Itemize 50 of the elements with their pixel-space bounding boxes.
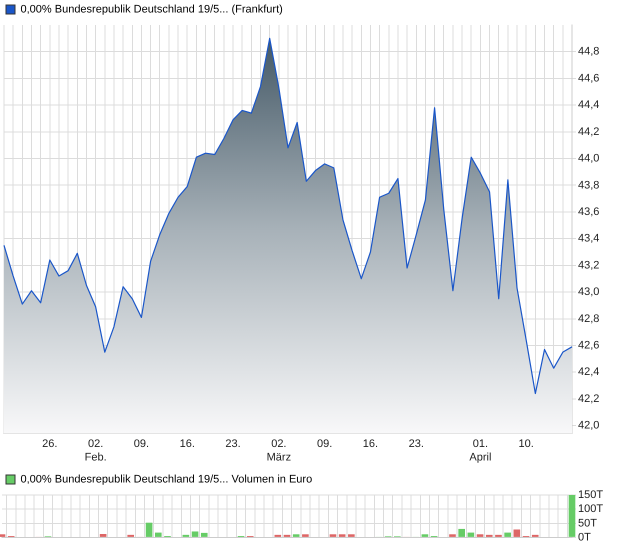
y-tick-label: 44,8: [578, 46, 600, 58]
y-tick-label: 50T: [578, 517, 598, 530]
y-tick-label: 42,2: [578, 392, 600, 405]
bar: [292, 534, 300, 537]
y-tick-label: 0T: [578, 531, 592, 544]
bar: [330, 534, 336, 537]
bar: [146, 522, 152, 537]
y-tick-label: 43,4: [578, 232, 600, 245]
y-tick-label: 43,6: [578, 206, 600, 218]
bar: [458, 528, 465, 537]
bar: [192, 531, 198, 537]
bar: [100, 534, 106, 537]
x-tick-label: 09.: [316, 438, 332, 450]
bar: [0, 534, 6, 537]
x-tick-label: 02. Feb.: [84, 438, 107, 464]
bar: [504, 532, 511, 537]
x-tick-label: 02. März: [266, 438, 292, 464]
x-tick-label: 23.: [408, 438, 424, 450]
y-tick-label: 42,4: [578, 366, 600, 378]
y-tick-label: 43,0: [578, 286, 600, 298]
bar: [302, 534, 309, 537]
y-tick-label: 44,0: [578, 152, 600, 165]
legend-label: 0,00% Bundesrepublik Deutschland 19/5... (Frankfurt): [20, 4, 283, 16]
bar: [154, 532, 162, 537]
y-tick-label: 44,2: [578, 126, 600, 138]
bar: [468, 532, 474, 537]
bar: [200, 532, 208, 537]
x-tick-label: 16.: [180, 438, 195, 450]
x-tick-label: 16.: [362, 438, 378, 450]
bar: [476, 534, 484, 537]
bar: [338, 534, 346, 537]
y-tick-label: 42,6: [578, 340, 600, 352]
y-tick-label: 43,2: [578, 259, 600, 272]
legend-label: 0,00% Bundesrepublik Deutschland 19/5... Volumen in Euro: [20, 474, 312, 486]
y-tick-label: 44,4: [578, 99, 600, 112]
x-tick-label: 10.: [518, 438, 534, 450]
y-tick-label: 150T: [578, 489, 604, 502]
bar: [514, 529, 520, 537]
bar: [422, 534, 428, 537]
x-tick-label: 09.: [134, 438, 150, 450]
x-tick-label: 26.: [42, 438, 58, 450]
y-tick-label: 42,8: [578, 312, 600, 325]
bar: [449, 534, 456, 537]
bar: [348, 534, 355, 537]
y-tick-label: 44,6: [578, 72, 600, 84]
x-tick-label: 01. April: [469, 438, 492, 464]
y-tick-label: 100T: [578, 503, 604, 516]
x-tick-label: 23.: [225, 438, 241, 450]
y-tick-label: 42,0: [578, 420, 600, 432]
y-tick-label: 43,8: [578, 179, 600, 192]
